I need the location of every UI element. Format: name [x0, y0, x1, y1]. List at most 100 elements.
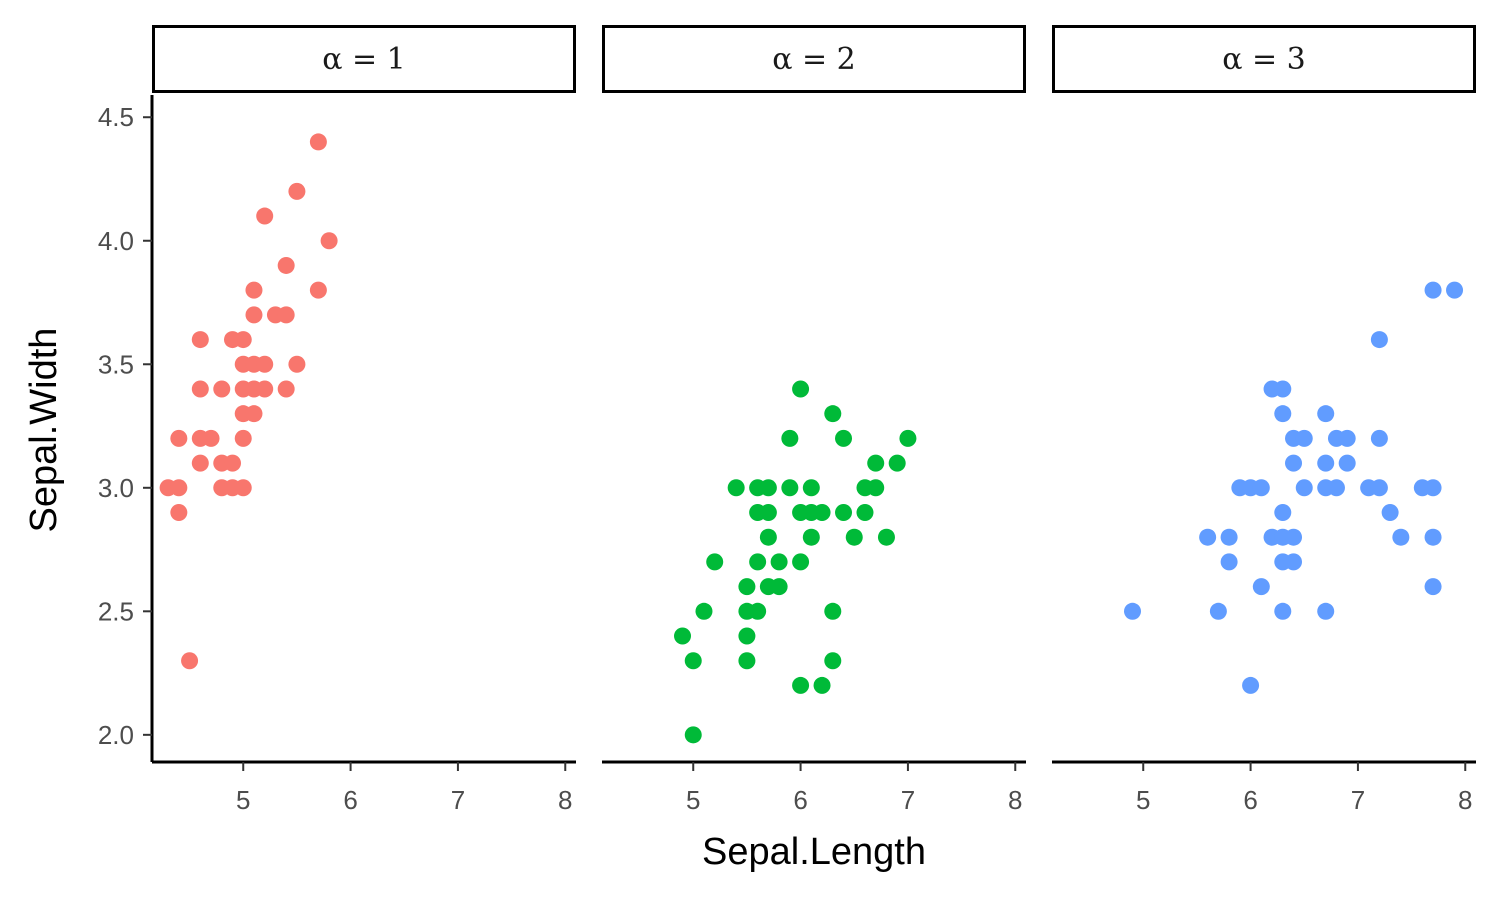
x-tick-label: 8	[558, 785, 572, 815]
data-point	[792, 553, 810, 571]
data-point	[1317, 602, 1335, 620]
data-point	[1209, 602, 1227, 620]
data-point	[245, 405, 263, 423]
data-point	[170, 429, 188, 447]
data-point	[888, 454, 906, 472]
facet-strip-label: α = 2	[772, 42, 856, 77]
facet-panel-2: α = 2 5 6 7 8	[602, 25, 1026, 815]
data-point	[845, 528, 863, 546]
data-point	[1285, 528, 1303, 546]
data-point	[684, 652, 702, 670]
y-tick-label: 4.0	[98, 226, 134, 256]
data-point	[759, 528, 777, 546]
x-tick-label: 8	[1008, 785, 1022, 815]
data-point	[781, 479, 799, 497]
data-point	[1252, 578, 1270, 596]
y-axis: 2.0 2.5 3.0 3.5 4.0 4.5	[98, 95, 154, 762]
data-point	[288, 355, 306, 373]
data-point	[738, 627, 756, 645]
data-point	[191, 380, 209, 398]
data-point	[277, 256, 295, 274]
data-point	[224, 454, 242, 472]
data-point	[1242, 676, 1260, 694]
y-tick-label: 3.5	[98, 349, 134, 379]
data-point	[256, 207, 274, 225]
data-point	[1317, 454, 1335, 472]
data-point	[1317, 405, 1335, 423]
data-point	[181, 652, 199, 670]
facet-strip	[1052, 25, 1476, 93]
data-point	[802, 528, 820, 546]
data-point	[759, 503, 777, 521]
y-tick-label: 2.5	[98, 596, 134, 626]
data-point	[1424, 479, 1442, 497]
x-axis-title: Sepal.Length	[702, 831, 926, 873]
data-point	[1274, 602, 1292, 620]
data-point	[781, 429, 799, 447]
data-point	[1446, 281, 1464, 299]
data-point	[792, 380, 810, 398]
data-point	[1424, 578, 1442, 596]
data-point	[1274, 503, 1292, 521]
data-point	[835, 429, 853, 447]
data-point	[738, 578, 756, 596]
x-tick-label: 8	[1458, 785, 1472, 815]
data-point	[309, 133, 327, 151]
data-point	[288, 182, 306, 200]
data-point	[813, 676, 831, 694]
data-point	[674, 627, 692, 645]
facet-strip-label: α = 1	[322, 42, 406, 77]
data-point	[749, 553, 767, 571]
data-point	[1285, 553, 1303, 571]
data-point	[1295, 479, 1313, 497]
data-point	[684, 726, 702, 744]
data-point	[1370, 331, 1388, 349]
data-point	[824, 602, 842, 620]
data-point	[695, 602, 713, 620]
data-point	[1274, 380, 1292, 398]
x-tick-label: 6	[343, 785, 357, 815]
data-point	[191, 331, 209, 349]
data-point	[824, 405, 842, 423]
data-point	[309, 281, 327, 299]
y-tick-label: 3.0	[98, 473, 134, 503]
data-point	[1338, 454, 1356, 472]
data-point	[256, 355, 274, 373]
y-tick-label: 4.5	[98, 102, 134, 132]
data-point	[170, 479, 188, 497]
data-point	[1199, 528, 1217, 546]
data-point	[813, 503, 831, 521]
x-tick-label: 5	[236, 785, 250, 815]
y-axis-title: Sepal.Width	[23, 328, 65, 533]
y-tick-label: 2.0	[98, 720, 134, 750]
data-point	[770, 553, 788, 571]
x-tick-label: 7	[901, 785, 915, 815]
data-point	[1295, 429, 1313, 447]
data-point	[191, 454, 209, 472]
data-point	[256, 380, 274, 398]
data-point	[1285, 454, 1303, 472]
data-point	[835, 503, 853, 521]
data-point	[749, 602, 767, 620]
data-point	[899, 429, 917, 447]
data-point	[877, 528, 895, 546]
data-point	[738, 652, 756, 670]
facet-panel-3: α = 3 5 6 7 8	[1052, 25, 1476, 815]
facet-strip	[602, 25, 1026, 93]
data-point	[1220, 553, 1238, 571]
data-point	[1124, 602, 1142, 620]
data-point	[1274, 405, 1292, 423]
data-point	[245, 306, 263, 324]
data-point	[1370, 479, 1388, 497]
data-point	[867, 454, 885, 472]
data-point	[1252, 479, 1270, 497]
x-tick-label: 6	[793, 785, 807, 815]
data-point	[1424, 528, 1442, 546]
data-point	[245, 281, 263, 299]
x-tick-label: 7	[1351, 785, 1365, 815]
data-point	[802, 479, 820, 497]
x-tick-label: 5	[1136, 785, 1150, 815]
x-tick-label: 7	[451, 785, 465, 815]
facet-panel-1: α = 1 5 6 7 8	[152, 25, 576, 815]
data-point	[1370, 429, 1388, 447]
